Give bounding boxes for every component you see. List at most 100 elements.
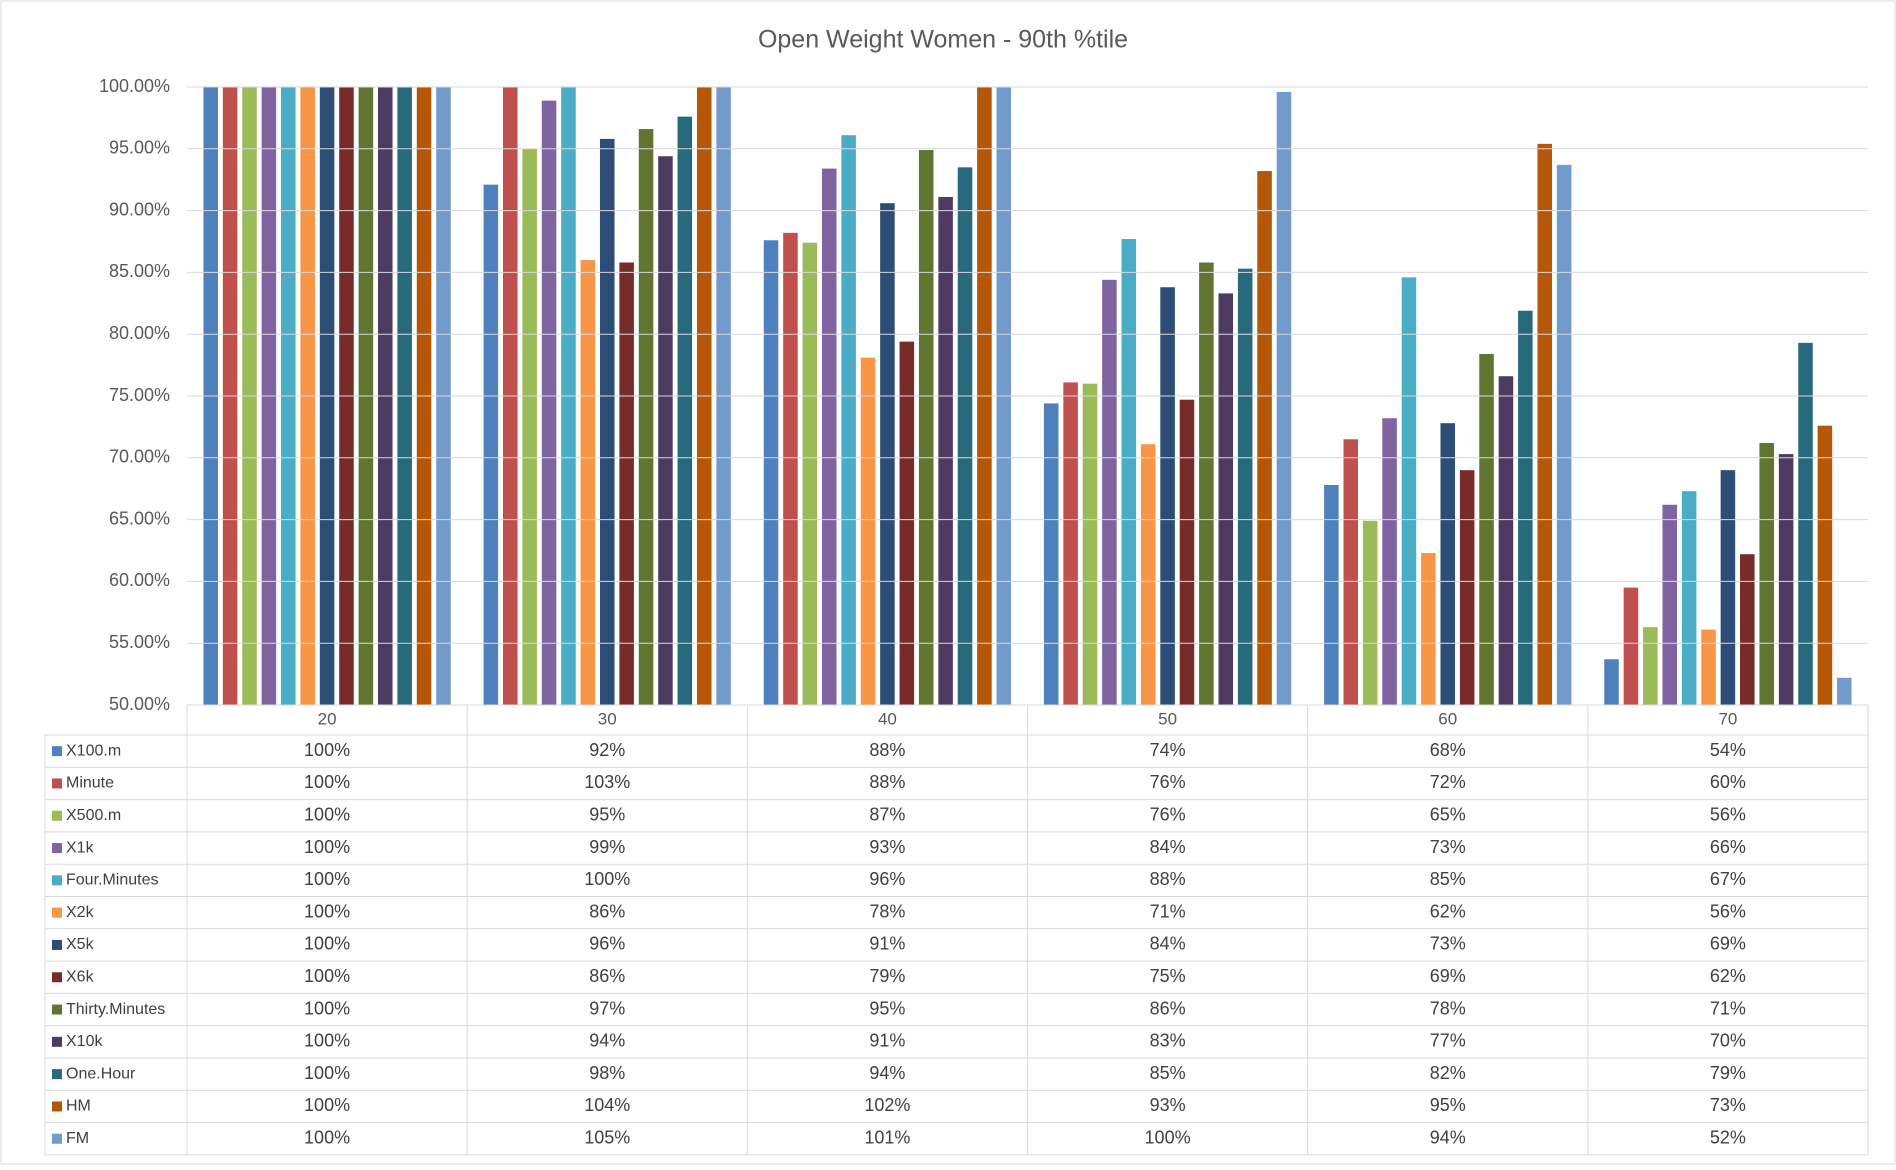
table-value: 97% [589,998,625,1018]
bar [899,341,915,705]
bar [1140,444,1156,705]
table-value: 71% [1150,901,1186,921]
bar [1276,91,1292,705]
table-value: 105% [584,1128,630,1148]
y-tick-label: 100.00% [99,76,170,96]
legend-swatch [52,810,62,821]
bar [1604,659,1619,705]
table-value: 86% [589,966,625,986]
bar [1401,277,1417,705]
table-value: 99% [589,837,625,857]
bar [1237,268,1253,705]
legend-label: Four.Minutes [66,872,158,889]
table-value: 88% [869,740,905,760]
bar [1362,520,1378,705]
table-value: 62% [1430,901,1466,921]
bar [1623,587,1639,705]
bar [1681,491,1697,705]
bar [1257,171,1272,705]
bar [1043,403,1059,705]
y-tick-label: 90.00% [109,199,170,219]
legend-label: X5k [66,936,95,953]
legend-swatch [52,972,62,983]
legend-label: Minute [66,775,114,792]
x-tick-label: 60 [1438,709,1457,728]
table-value: 95% [1430,1095,1466,1115]
x-tick-label: 30 [598,709,617,728]
table-value: 100% [304,1031,350,1051]
table-value: 56% [1710,901,1746,921]
legend-label: X500.m [66,807,121,824]
bar [1720,470,1736,705]
bar [1498,376,1514,705]
table-value: 74% [1150,740,1186,760]
bar [522,148,537,705]
y-tick-label: 75.00% [109,385,170,405]
table-value: 56% [1710,805,1746,825]
chart-title: Open Weight Women - 90th %tile [758,26,1128,54]
bar [1701,629,1716,705]
table-value: 66% [1710,837,1746,857]
table-value: 104% [584,1095,630,1115]
legend-swatch [52,843,62,854]
table-value: 103% [584,772,630,792]
legend-label: X10k [66,1033,103,1050]
table-value: 71% [1710,998,1746,1018]
table-value: 84% [1150,934,1186,954]
bar [1179,399,1195,705]
bar [1160,287,1175,705]
table-value: 85% [1150,1063,1186,1083]
legend-swatch [52,746,62,757]
table-value: 69% [1710,934,1746,954]
bar [502,87,518,705]
bar [599,138,615,705]
table-value: 102% [864,1095,910,1115]
table-value: 69% [1430,966,1466,986]
legend-swatch [52,1036,62,1047]
legend-swatch [52,778,62,789]
bar [1199,262,1214,705]
table-value: 84% [1150,837,1186,857]
bar [957,167,973,705]
table-value: 95% [589,805,625,825]
x-tick-label: 50 [1158,709,1177,728]
table-value: 100% [304,901,350,921]
table-value: 98% [589,1063,625,1083]
bar [938,197,953,705]
table-value: 88% [869,772,905,792]
bar [1063,382,1078,705]
y-tick-label: 55.00% [109,632,170,652]
table-value: 93% [869,837,905,857]
table-value: 94% [869,1063,905,1083]
bar [658,156,673,705]
bar [541,100,557,705]
bar [1121,239,1137,705]
y-tick-label: 85.00% [109,261,170,281]
bar [483,184,499,705]
table-value: 92% [589,740,625,760]
bar [1778,454,1794,705]
legend-swatch [52,1004,62,1015]
table-value: 75% [1150,966,1186,986]
bar [880,203,895,705]
legend-swatch [52,1133,62,1144]
table-value: 100% [304,869,350,889]
bar [977,87,992,705]
table-value: 100% [584,869,630,889]
table-value: 100% [304,740,350,760]
legend-label: One.Hour [66,1065,136,1082]
x-tick-label: 20 [318,709,337,728]
table-value: 87% [869,805,905,825]
legend-swatch [52,875,62,886]
table-value: 100% [304,1095,350,1115]
legend-label: X2k [66,904,95,921]
legend-label: Thirty.Minutes [66,1001,165,1018]
table-value: 68% [1430,740,1466,760]
table-value: 62% [1710,966,1746,986]
table-value: 100% [1145,1128,1191,1148]
bar [1382,418,1397,705]
bar [1459,470,1475,705]
table-value: 79% [1710,1063,1746,1083]
table-value: 60% [1710,772,1746,792]
